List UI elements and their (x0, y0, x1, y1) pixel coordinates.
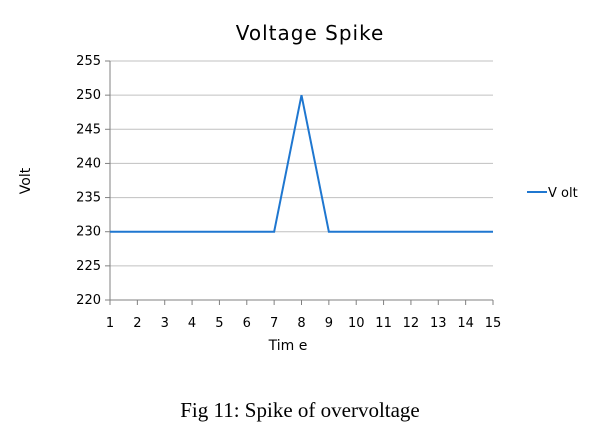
y-tick-label: 245 (76, 122, 101, 137)
legend-label: V olt (548, 186, 578, 201)
x-tick-label: 13 (430, 316, 447, 331)
x-axis-label: Tim e (268, 338, 308, 354)
gridlines (110, 60, 493, 267)
y-tick-label: 250 (76, 88, 101, 103)
y-axis-label: Volt (18, 167, 34, 194)
x-tick-label: 9 (325, 316, 333, 331)
x-tick-label: 12 (403, 316, 420, 331)
x-tick-label: 6 (243, 316, 251, 331)
axes (105, 60, 494, 305)
x-tick-label: 2 (133, 316, 141, 331)
x-tick-label: 3 (161, 316, 169, 331)
x-tick-label: 7 (270, 316, 278, 331)
x-tick-labels: 1 2 3 4 5 6 7 8 9 10 11 12 13 14 15 (106, 316, 501, 331)
y-tick-label: 240 (76, 156, 101, 171)
x-tick-label: 1 (106, 316, 114, 331)
series-line (110, 94, 493, 233)
y-tick-label: 235 (76, 191, 101, 206)
x-tick-label: 8 (297, 316, 305, 331)
x-tick-label: 15 (485, 316, 502, 331)
y-tick-label: 225 (76, 259, 101, 274)
x-tick-label: 11 (375, 316, 392, 331)
legend: V olt (527, 186, 578, 201)
figure-caption: Fig 11: Spike of overvoltage (180, 398, 420, 422)
series-lines (110, 94, 493, 233)
chart-title: Voltage Spike (236, 21, 385, 45)
x-tick-label: 14 (457, 316, 474, 331)
y-tick-label: 230 (76, 225, 101, 240)
y-tick-labels: 220 225 230 235 240 245 250 255 (76, 54, 101, 308)
y-tick-label: 220 (76, 293, 101, 308)
x-tick-label: 5 (215, 316, 223, 331)
x-tick-label: 4 (188, 316, 196, 331)
y-tick-label: 255 (76, 54, 101, 69)
x-tick-label: 10 (348, 316, 365, 331)
